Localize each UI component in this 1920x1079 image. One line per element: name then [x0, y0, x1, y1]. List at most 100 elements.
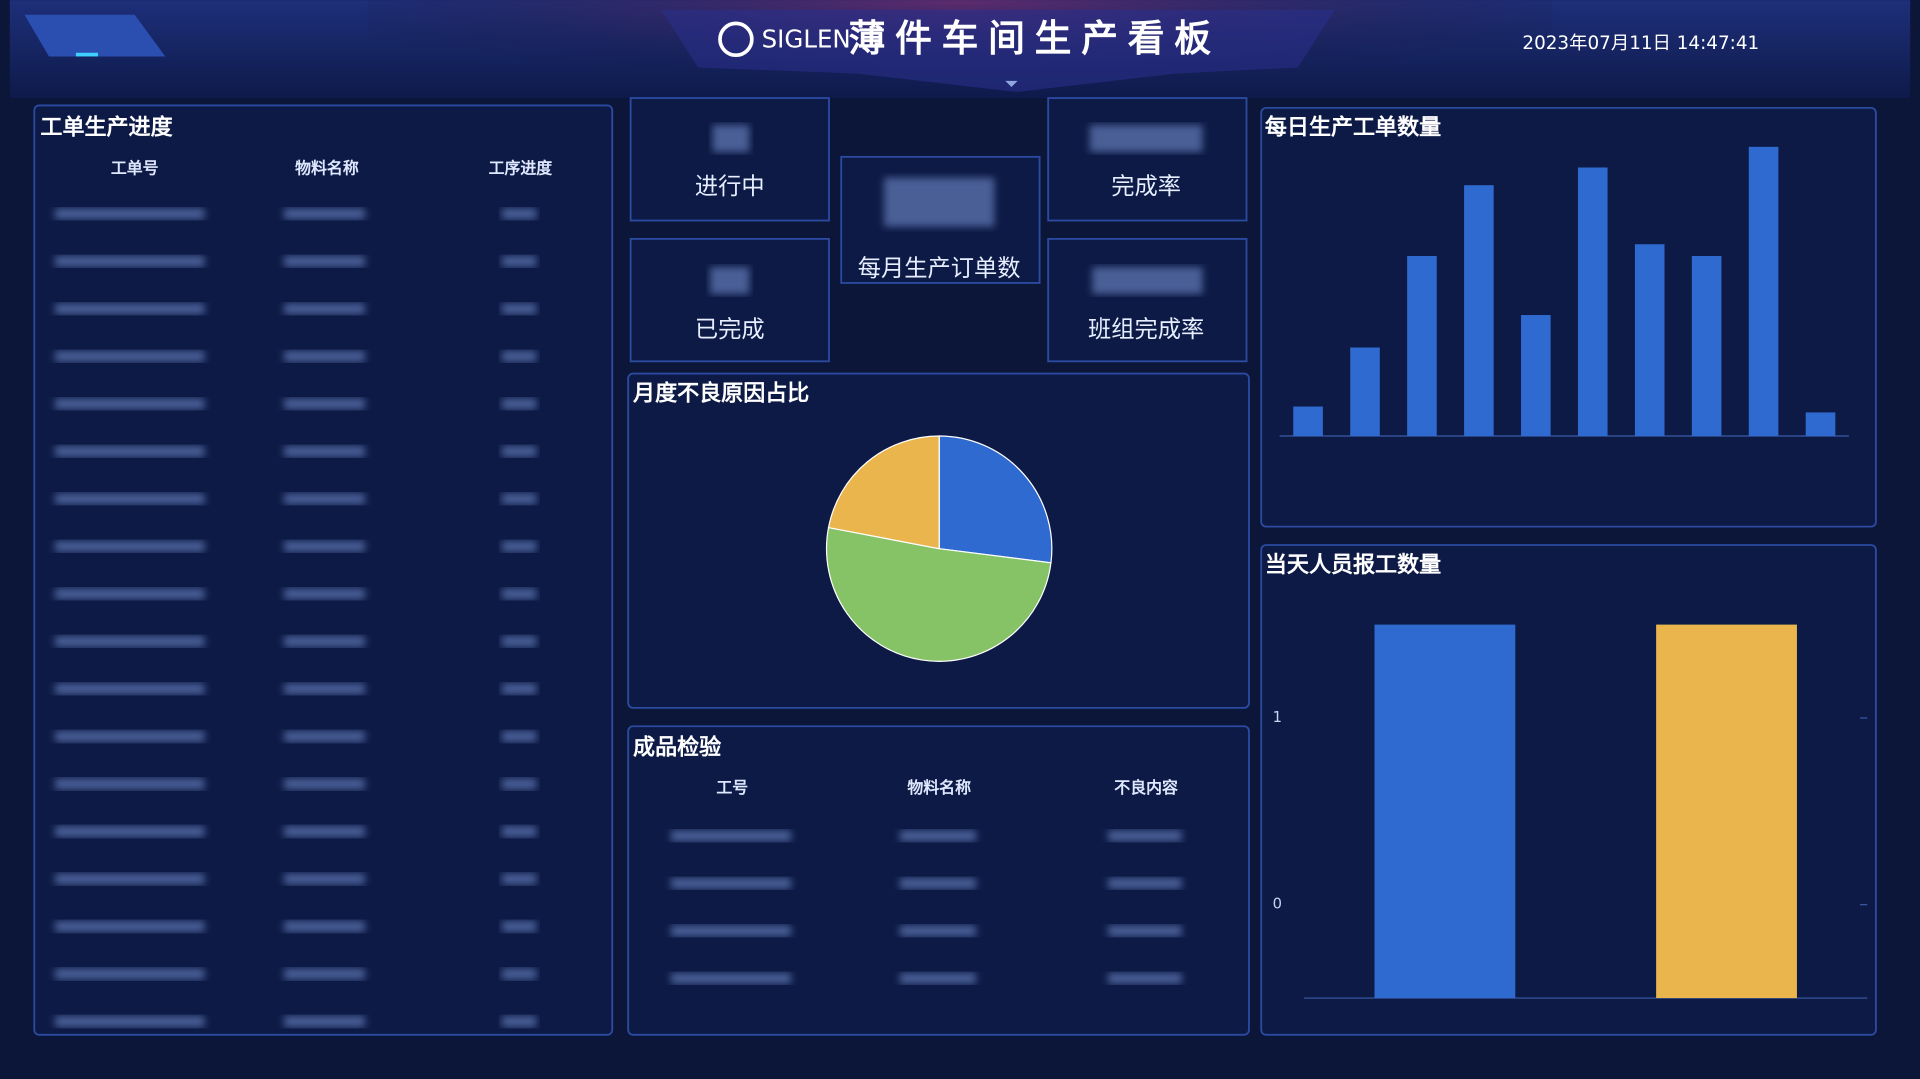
stat-label: 每月生产订单数: [858, 255, 1021, 282]
blurred-cell: [55, 398, 205, 410]
blurred-value: [712, 125, 750, 152]
blurred-cell: [671, 877, 792, 889]
blurred-cell: [55, 920, 205, 932]
datetime: 2023年07月11日 14:47:41: [1522, 33, 1759, 54]
blurred-cell: [55, 493, 205, 505]
stat-card: [629, 237, 830, 363]
blurred-cell: [55, 445, 205, 457]
pie-slice: [827, 435, 940, 550]
blurred-cell: [284, 303, 365, 315]
blurred-cell: [284, 1015, 365, 1027]
panel-title: 每日生产工单数量: [1265, 115, 1441, 141]
column-header: 工单号: [111, 159, 159, 178]
blurred-cell: [284, 588, 365, 600]
blurred-cell: [284, 255, 365, 267]
bar: [1293, 406, 1323, 437]
blurred-cell: [55, 350, 205, 362]
blurred-cell: [55, 255, 205, 267]
column-header: 工号: [716, 778, 748, 797]
bar: [1374, 624, 1516, 999]
blurred-cell: [284, 730, 365, 742]
blurred-cell: [55, 208, 205, 220]
panel: [1260, 106, 1877, 528]
blurred-cell: [502, 1015, 537, 1027]
blurred-cell: [55, 968, 205, 980]
blurred-cell: [1108, 830, 1182, 842]
table-body: [671, 830, 1182, 984]
bar: [1577, 167, 1608, 437]
blurred-cell: [55, 540, 205, 552]
blurred-cell: [1108, 877, 1182, 889]
blurred-cell: [55, 1015, 205, 1027]
blurred-cell: [900, 830, 976, 842]
blurred-cell: [502, 730, 537, 742]
blurred-cell: [284, 350, 365, 362]
blurred-cell: [502, 873, 537, 885]
blurred-cell: [502, 255, 537, 267]
stat-label: 完成率: [1111, 173, 1181, 200]
blurred-cell: [55, 873, 205, 885]
panel-title: 工单生产进度: [40, 115, 173, 141]
header-deco: [24, 14, 166, 57]
blurred-cell: [284, 493, 365, 505]
blurred-cell: [502, 303, 537, 315]
bar: [1521, 315, 1551, 437]
stat-card: [1047, 237, 1248, 363]
panel-title: 月度不良原因占比: [632, 380, 809, 406]
blurred-cell: [502, 493, 537, 505]
blurred-cell: [502, 208, 537, 220]
panel: [33, 104, 614, 1036]
title-plate: [661, 9, 1335, 92]
blurred-cell: [55, 588, 205, 600]
stat-label: 进行中: [695, 173, 765, 200]
blurred-cell: [502, 968, 537, 980]
panel-title: 成品检验: [633, 734, 722, 760]
bar-chart: 01: [1273, 624, 1868, 999]
column-header: 物料名称: [907, 778, 971, 797]
blurred-cell: [671, 925, 792, 937]
blurred-cell: [284, 208, 365, 220]
stat-card: [1047, 97, 1248, 222]
blurred-value: [710, 267, 750, 294]
blurred-cell: [502, 445, 537, 457]
y-tick-label: 1: [1273, 709, 1282, 726]
blurred-cell: [55, 778, 205, 790]
logo-icon: [718, 21, 754, 58]
blurred-cell: [900, 925, 976, 937]
blurred-cell: [55, 825, 205, 837]
stat-label: 已完成: [695, 316, 765, 343]
blurred-cell: [284, 968, 365, 980]
table-body: [55, 208, 537, 1027]
blurred-cell: [502, 825, 537, 837]
blurred-cell: [284, 825, 365, 837]
blurred-cell: [502, 683, 537, 695]
blurred-cell: [284, 778, 365, 790]
blurred-cell: [671, 830, 792, 842]
stat-label: 班组完成率: [1088, 316, 1204, 343]
blurred-cell: [55, 683, 205, 695]
blurred-cell: [502, 635, 537, 647]
bar: [1464, 185, 1494, 437]
pie-slice: [825, 526, 1052, 662]
y-tick-label: 0: [1273, 896, 1282, 913]
bar: [1350, 347, 1380, 437]
blurred-cell: [671, 972, 792, 984]
blurred-cell: [284, 540, 365, 552]
blurred-cell: [1108, 972, 1182, 984]
blurred-cell: [55, 730, 205, 742]
column-header: 物料名称: [295, 159, 359, 178]
bar: [1634, 244, 1665, 437]
blurred-cell: [900, 972, 976, 984]
blurred-cell: [284, 873, 365, 885]
blurred-cell: [502, 920, 537, 932]
blurred-cell: [502, 778, 537, 790]
header-deco: [75, 52, 98, 57]
logo-text: SIGLEN: [762, 25, 851, 54]
dropdown-icon: [1005, 80, 1018, 88]
blurred-cell: [502, 540, 537, 552]
column-header: 不良内容: [1114, 778, 1178, 797]
bar: [1691, 256, 1722, 437]
pie-slice: [938, 435, 1053, 564]
blurred-value: [884, 177, 995, 227]
